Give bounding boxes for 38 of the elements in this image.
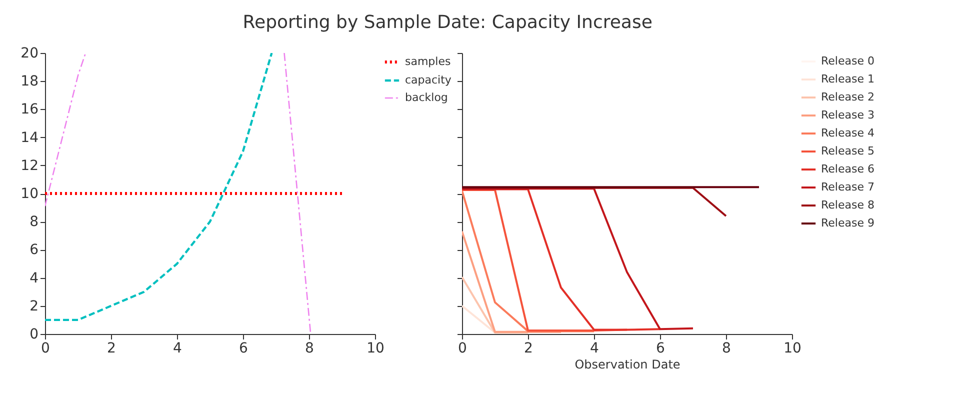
text: Reporting by Sample Date: Capacity Increase [242,12,652,33]
x-tick-label: 6 [656,340,666,356]
x-tick-label: 8 [305,340,314,356]
x-axis-title: Observation Date [574,358,680,372]
legend-label: Release 8 [821,198,874,212]
x-tick-label: 6 [239,340,248,356]
legend-label: Release 6 [821,162,874,176]
legend-label: Release 4 [821,126,874,140]
x-tick-label: 8 [722,340,731,356]
legend-label: backlog [405,91,448,104]
legend-label: samples [405,55,451,68]
legend-label: Release 9 [821,216,874,230]
y-tick-label: 4 [30,270,39,286]
legend-label: Release 7 [821,180,874,194]
legend-label: Release 2 [821,90,874,104]
y-tick-label: 10 [20,186,38,202]
x-tick-label: 2 [524,340,533,356]
x-tick-label: 10 [784,340,802,356]
y-tick-label: 20 [20,46,38,62]
y-tick-label: 8 [30,214,38,230]
legend-label: Release 1 [821,72,874,86]
y-tick-label: 2 [30,298,38,314]
x-tick-label: 2 [107,340,116,356]
y-tick-label: 16 [20,102,39,118]
x-tick-label: 0 [41,340,50,356]
x-tick-label: 10 [366,340,384,356]
y-tick-label: 12 [20,158,38,174]
legend-label: Release 3 [821,108,874,122]
x-tick-label: 4 [173,340,182,356]
legend-label: Release 5 [821,144,874,158]
y-tick-label: 0 [30,326,38,342]
legend-label: Release 0 [821,54,874,68]
x-tick-label: 4 [590,340,600,356]
x-tick-label: 0 [458,340,467,356]
y-tick-label: 6 [30,242,39,258]
legend-label: capacity [405,74,452,86]
y-tick-label: 14 [20,130,39,146]
y-tick-label: 18 [20,74,38,90]
